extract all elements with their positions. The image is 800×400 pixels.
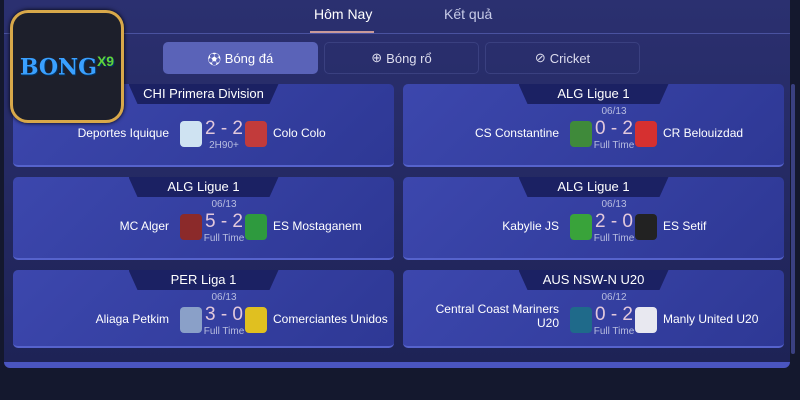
match-card[interactable]: ALG Ligue 1 MC Alger 06/13 5 - 2 Full Ti… [13,177,394,260]
basketball-icon: ⊕ [371,50,383,65]
soccer-ball-icon: ⚽︎ [207,51,221,67]
away-team: Comerciantes Unidos [273,312,388,326]
score-block: 06/13 2 - 0 Full Time [593,199,635,244]
match-card[interactable]: ALG Ligue 1 Kabylie JS 06/13 2 - 0 Full … [403,177,784,260]
away-team-logo [245,121,267,147]
home-team: CS Constantine [474,126,559,140]
league-name: ALG Ligue 1 [128,177,279,197]
league-name: ALG Ligue 1 [518,177,669,197]
away-team-logo [635,121,657,147]
match-score: 2 - 2 [204,118,244,139]
match-status: Full Time [593,326,635,337]
home-team: Aliaga Petkim [95,312,169,326]
tabs-divider [4,33,790,34]
league-name: ALG Ligue 1 [518,84,669,104]
match-status: Full Time [593,233,635,244]
away-team-logo [245,307,267,333]
away-team-logo [245,214,267,240]
score-block: 2 - 2 2H90+ [203,106,245,151]
match-card[interactable]: CHI Primera Division Deportes Iquique 2 … [13,84,394,167]
score-block: 06/13 3 - 0 Full Time [203,292,245,337]
away-team: ES Setif [663,219,707,233]
match-status: Full Time [203,233,245,244]
sport-tab-basketball[interactable]: ⊕ Bóng rổ [324,42,479,74]
match-date [203,106,245,118]
match-date: 06/13 [211,199,237,210]
home-team: Central Coast Mariners U20 [435,302,559,330]
home-team-logo [180,121,202,147]
match-date: 06/12 [601,292,627,303]
match-card[interactable]: ALG Ligue 1 CS Constantine 06/13 0 - 2 F… [403,84,784,167]
score-block: 06/13 0 - 2 Full Time [593,106,635,151]
home-team-logo [570,121,592,147]
home-team: MC Alger [119,219,169,233]
home-team-logo [570,307,592,333]
away-team-logo [635,214,657,240]
score-block: 06/13 5 - 2 Full Time [203,199,245,244]
match-date: 06/13 [211,292,237,303]
league-name: AUS NSW-N U20 [518,270,669,290]
brand-logo[interactable]: BONGX9 [10,10,124,123]
league-name: PER Liga 1 [128,270,279,290]
home-team-logo [180,307,202,333]
away-team-logo [635,307,657,333]
home-team-logo [570,214,592,240]
match-score: 0 - 2 [594,118,634,139]
score-block: 06/12 0 - 2 Full Time [593,292,635,337]
scrollbar[interactable] [791,84,795,354]
match-status: Full Time [593,140,635,151]
match-status: 2H90+ [209,140,239,151]
match-card[interactable]: PER Liga 1 Aliaga Petkim 06/13 3 - 0 Ful… [13,270,394,348]
active-tab-indicator [310,31,374,33]
match-date: 06/13 [601,106,627,117]
home-team-logo [180,214,202,240]
match-score: 3 - 0 [204,304,244,325]
match-score: 2 - 0 [594,211,634,232]
away-team: Manly United U20 [663,312,759,326]
tab-results[interactable]: Kết quả [444,6,493,22]
away-team: Colo Colo [273,126,326,140]
away-team: ES Mostaganem [273,219,362,233]
away-team: CR Belouizdad [663,126,744,140]
league-name: CHI Primera Division [128,84,279,104]
home-team: Kabylie JS [502,219,559,233]
home-team: Deportes Iquique [77,126,169,140]
match-score: 5 - 2 [204,211,244,232]
match-score: 0 - 2 [594,304,634,325]
sport-tab-cricket[interactable]: ⊘ Cricket [485,42,640,74]
match-date: 06/13 [601,199,627,210]
tab-today[interactable]: Hôm Nay [314,6,373,22]
match-status: Full Time [203,326,245,337]
cricket-ball-icon: ⊘ [534,50,546,65]
sport-tab-football[interactable]: ⚽︎ Bóng đá [163,42,318,74]
match-card[interactable]: AUS NSW-N U20 Central Coast Mariners U20… [403,270,784,348]
